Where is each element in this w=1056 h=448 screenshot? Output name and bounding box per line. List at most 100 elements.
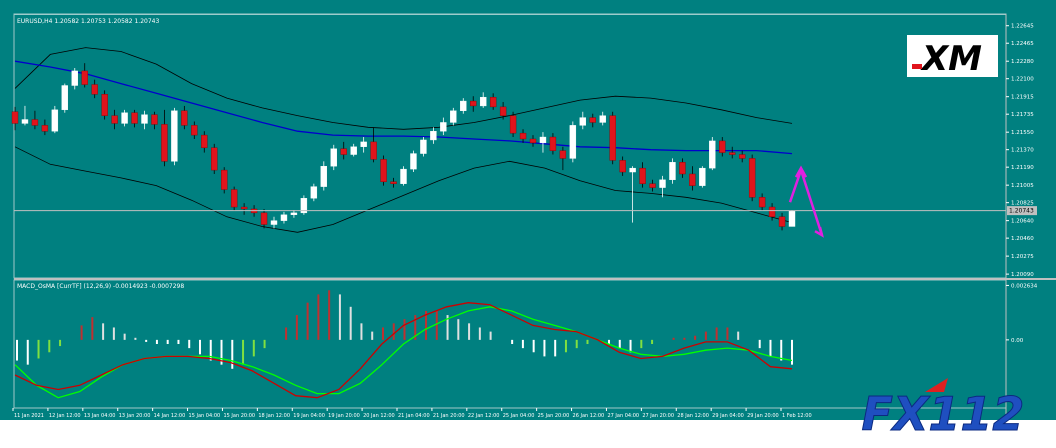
fx112-logo-flame (925, 378, 948, 392)
candle-body (300, 198, 308, 214)
price-tick-label: 1.22100 (1011, 77, 1034, 83)
candle-body (330, 148, 337, 167)
candle-body (669, 162, 676, 181)
time-tick-label: 19 Jan 04:00 (293, 413, 325, 419)
candle-body (709, 140, 716, 169)
candle-body (420, 139, 427, 154)
candle-body (729, 152, 736, 155)
candle-body (370, 141, 377, 160)
price-tick-label: 1.21190 (1011, 165, 1034, 171)
candle-body (201, 134, 208, 148)
candle-body (350, 146, 357, 155)
time-tick-label: 25 Jan 04:00 (503, 413, 535, 419)
candle-body (569, 125, 577, 159)
time-tick-label: 27 Jan 04:00 (607, 413, 639, 419)
macd-main-line (14, 302, 793, 399)
candle-body (360, 141, 367, 147)
time-tick-label: 22 Jan 12:00 (468, 413, 500, 419)
candle-body (230, 189, 238, 208)
candle-body (719, 140, 726, 153)
fx112-logo-text: FX112 (862, 387, 1025, 441)
price-axis-ticks: 1.22645 1.22465 1.22280 1.22100 1.21915 1.217… (1006, 24, 1034, 278)
time-tick-label: 15 Jan 20:00 (223, 413, 255, 419)
price-tick-label: 1.20275 (1011, 254, 1034, 260)
candle-body (768, 206, 776, 217)
time-tick-label: 29 Jan 20:00 (747, 413, 779, 419)
candle-body (489, 96, 497, 108)
price-tick-label: 1.22280 (1011, 59, 1034, 65)
candle-body (320, 166, 328, 187)
candle-body (340, 148, 347, 155)
candle-body (619, 160, 626, 173)
candle-body (629, 167, 636, 173)
candle-body (141, 114, 148, 124)
candle-body (310, 186, 318, 199)
candle-body (220, 169, 228, 190)
price-tick-label: 1.22465 (1011, 41, 1034, 47)
indicator-tick-label: 0.00 (1011, 338, 1024, 344)
candle-body (410, 153, 417, 170)
candle-body (748, 158, 756, 198)
price-tick-label: 1.21370 (1011, 148, 1034, 154)
time-tick-label: 18 Jan 12:00 (258, 413, 290, 419)
candle-body (509, 115, 517, 134)
candle-body (778, 216, 786, 227)
candle-body (21, 119, 29, 124)
candle-body (549, 136, 557, 151)
current-price-tag-text: 1.20743 (1009, 208, 1034, 215)
candle-body (499, 106, 507, 116)
price-tick-label: 1.20090 (1011, 272, 1034, 278)
candles (11, 63, 796, 231)
price-tick-label: 1.21005 (1011, 183, 1034, 189)
candle-body (559, 150, 567, 159)
candle-body (539, 136, 547, 144)
candle-body (61, 85, 69, 111)
candle-body (260, 212, 268, 225)
candle-body (380, 159, 387, 182)
candle-body (400, 168, 407, 184)
time-tick-label: 14 Jan 12:00 (154, 413, 186, 419)
candle-body (738, 154, 746, 159)
indicator-tick-label: 0.002634 (1011, 283, 1038, 289)
candle-body (81, 70, 88, 85)
candle-body (31, 119, 39, 126)
candle-body (111, 115, 118, 124)
candle-body (589, 117, 596, 123)
candle-body (131, 112, 138, 124)
time-tick-label: 27 Jan 20:00 (642, 413, 674, 419)
candle-body (41, 125, 49, 132)
time-tick-label: 13 Jan 20:00 (119, 413, 151, 419)
candle-body (171, 110, 178, 162)
time-tick-label: 15 Jan 04:00 (189, 413, 221, 419)
macd-lines (14, 302, 793, 399)
price-tick-label: 1.20825 (1011, 201, 1034, 207)
moving-average (14, 60, 793, 155)
forecast-arrow-head-up (794, 165, 808, 178)
bottom-margin (0, 420, 1056, 444)
time-tick-label: 1 Feb 12:00 (782, 413, 812, 419)
candle-body (599, 115, 606, 123)
candle-body (639, 167, 646, 184)
price-tick-label: 1.20640 (1011, 219, 1034, 225)
candle-body (191, 125, 198, 136)
candle-body (11, 111, 19, 124)
candle-body (71, 70, 78, 86)
candle-body (460, 100, 467, 111)
time-tick-label: 26 Jan 12:00 (573, 413, 605, 419)
fx112-logo: FX112 (861, 378, 1025, 442)
candle-body (121, 112, 128, 124)
xm-logo: XM (907, 35, 998, 79)
xm-logo-text: XM (920, 39, 982, 79)
candle-body (91, 84, 98, 95)
time-tick-label: 19 Jan 20:00 (328, 413, 360, 419)
forecast-arrow (788, 165, 824, 238)
candle-body (290, 212, 298, 216)
candle-body (161, 124, 168, 162)
current-price-tag (1007, 206, 1037, 216)
time-tick-label: 21 Jan 20:00 (433, 413, 465, 419)
candle-body (181, 110, 188, 126)
candle-body (440, 122, 447, 132)
price-tick-label: 1.21735 (1011, 112, 1034, 118)
